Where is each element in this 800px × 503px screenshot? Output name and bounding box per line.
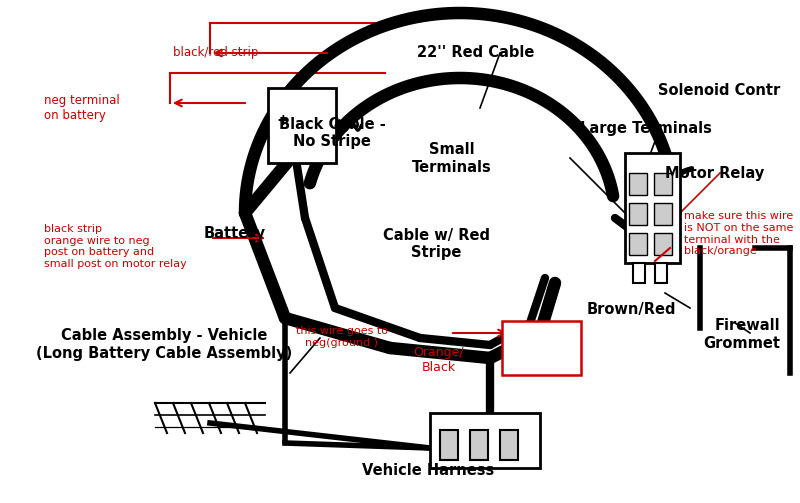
Text: Cable Assembly - Vehicle
(Long Battery Cable Assembly): Cable Assembly - Vehicle (Long Battery C… — [36, 328, 292, 361]
Text: 22'' Red Cable: 22'' Red Cable — [418, 45, 534, 60]
Text: Motor Relay: Motor Relay — [665, 166, 764, 181]
Text: black/red strip: black/red strip — [174, 46, 258, 59]
FancyBboxPatch shape — [502, 321, 581, 375]
Text: make sure this wire
is NOT on the same
terminal with the
black/orange: make sure this wire is NOT on the same t… — [684, 211, 794, 257]
Bar — [430, 413, 540, 468]
Bar — [440, 430, 458, 460]
Text: Solenoid Contr: Solenoid Contr — [658, 83, 780, 98]
Text: Black Cable -
No Stripe: Black Cable - No Stripe — [278, 117, 386, 149]
Text: neg terminal
on battery: neg terminal on battery — [44, 94, 120, 122]
Bar — [629, 203, 647, 225]
Text: +: + — [277, 113, 290, 128]
Text: black strip
orange wire to neg
post on battery and
small post on motor relay: black strip orange wire to neg post on b… — [44, 224, 186, 269]
Text: this wire goes to
neg(ground ): this wire goes to neg(ground ) — [295, 326, 387, 348]
Text: Firewall
Grommet: Firewall Grommet — [703, 318, 780, 351]
Bar — [654, 173, 672, 195]
Text: Brown/Red: Brown/Red — [586, 302, 676, 317]
Text: Large Terminals: Large Terminals — [580, 121, 712, 136]
Text: Cable w/ Red
Stripe: Cable w/ Red Stripe — [382, 228, 490, 260]
Bar — [654, 203, 672, 225]
Bar — [655, 263, 667, 283]
Text: Battery: Battery — [204, 226, 266, 241]
Bar — [500, 430, 518, 460]
Text: Orange/
Black: Orange/ Black — [413, 346, 464, 374]
Bar — [470, 430, 488, 460]
Bar — [633, 263, 645, 283]
Bar — [625, 153, 680, 263]
Bar — [629, 173, 647, 195]
Bar — [654, 233, 672, 255]
Bar — [629, 233, 647, 255]
Text: Vehicle Harness: Vehicle Harness — [362, 463, 494, 478]
Text: Small
Terminals: Small Terminals — [412, 142, 492, 175]
Bar — [268, 88, 336, 163]
